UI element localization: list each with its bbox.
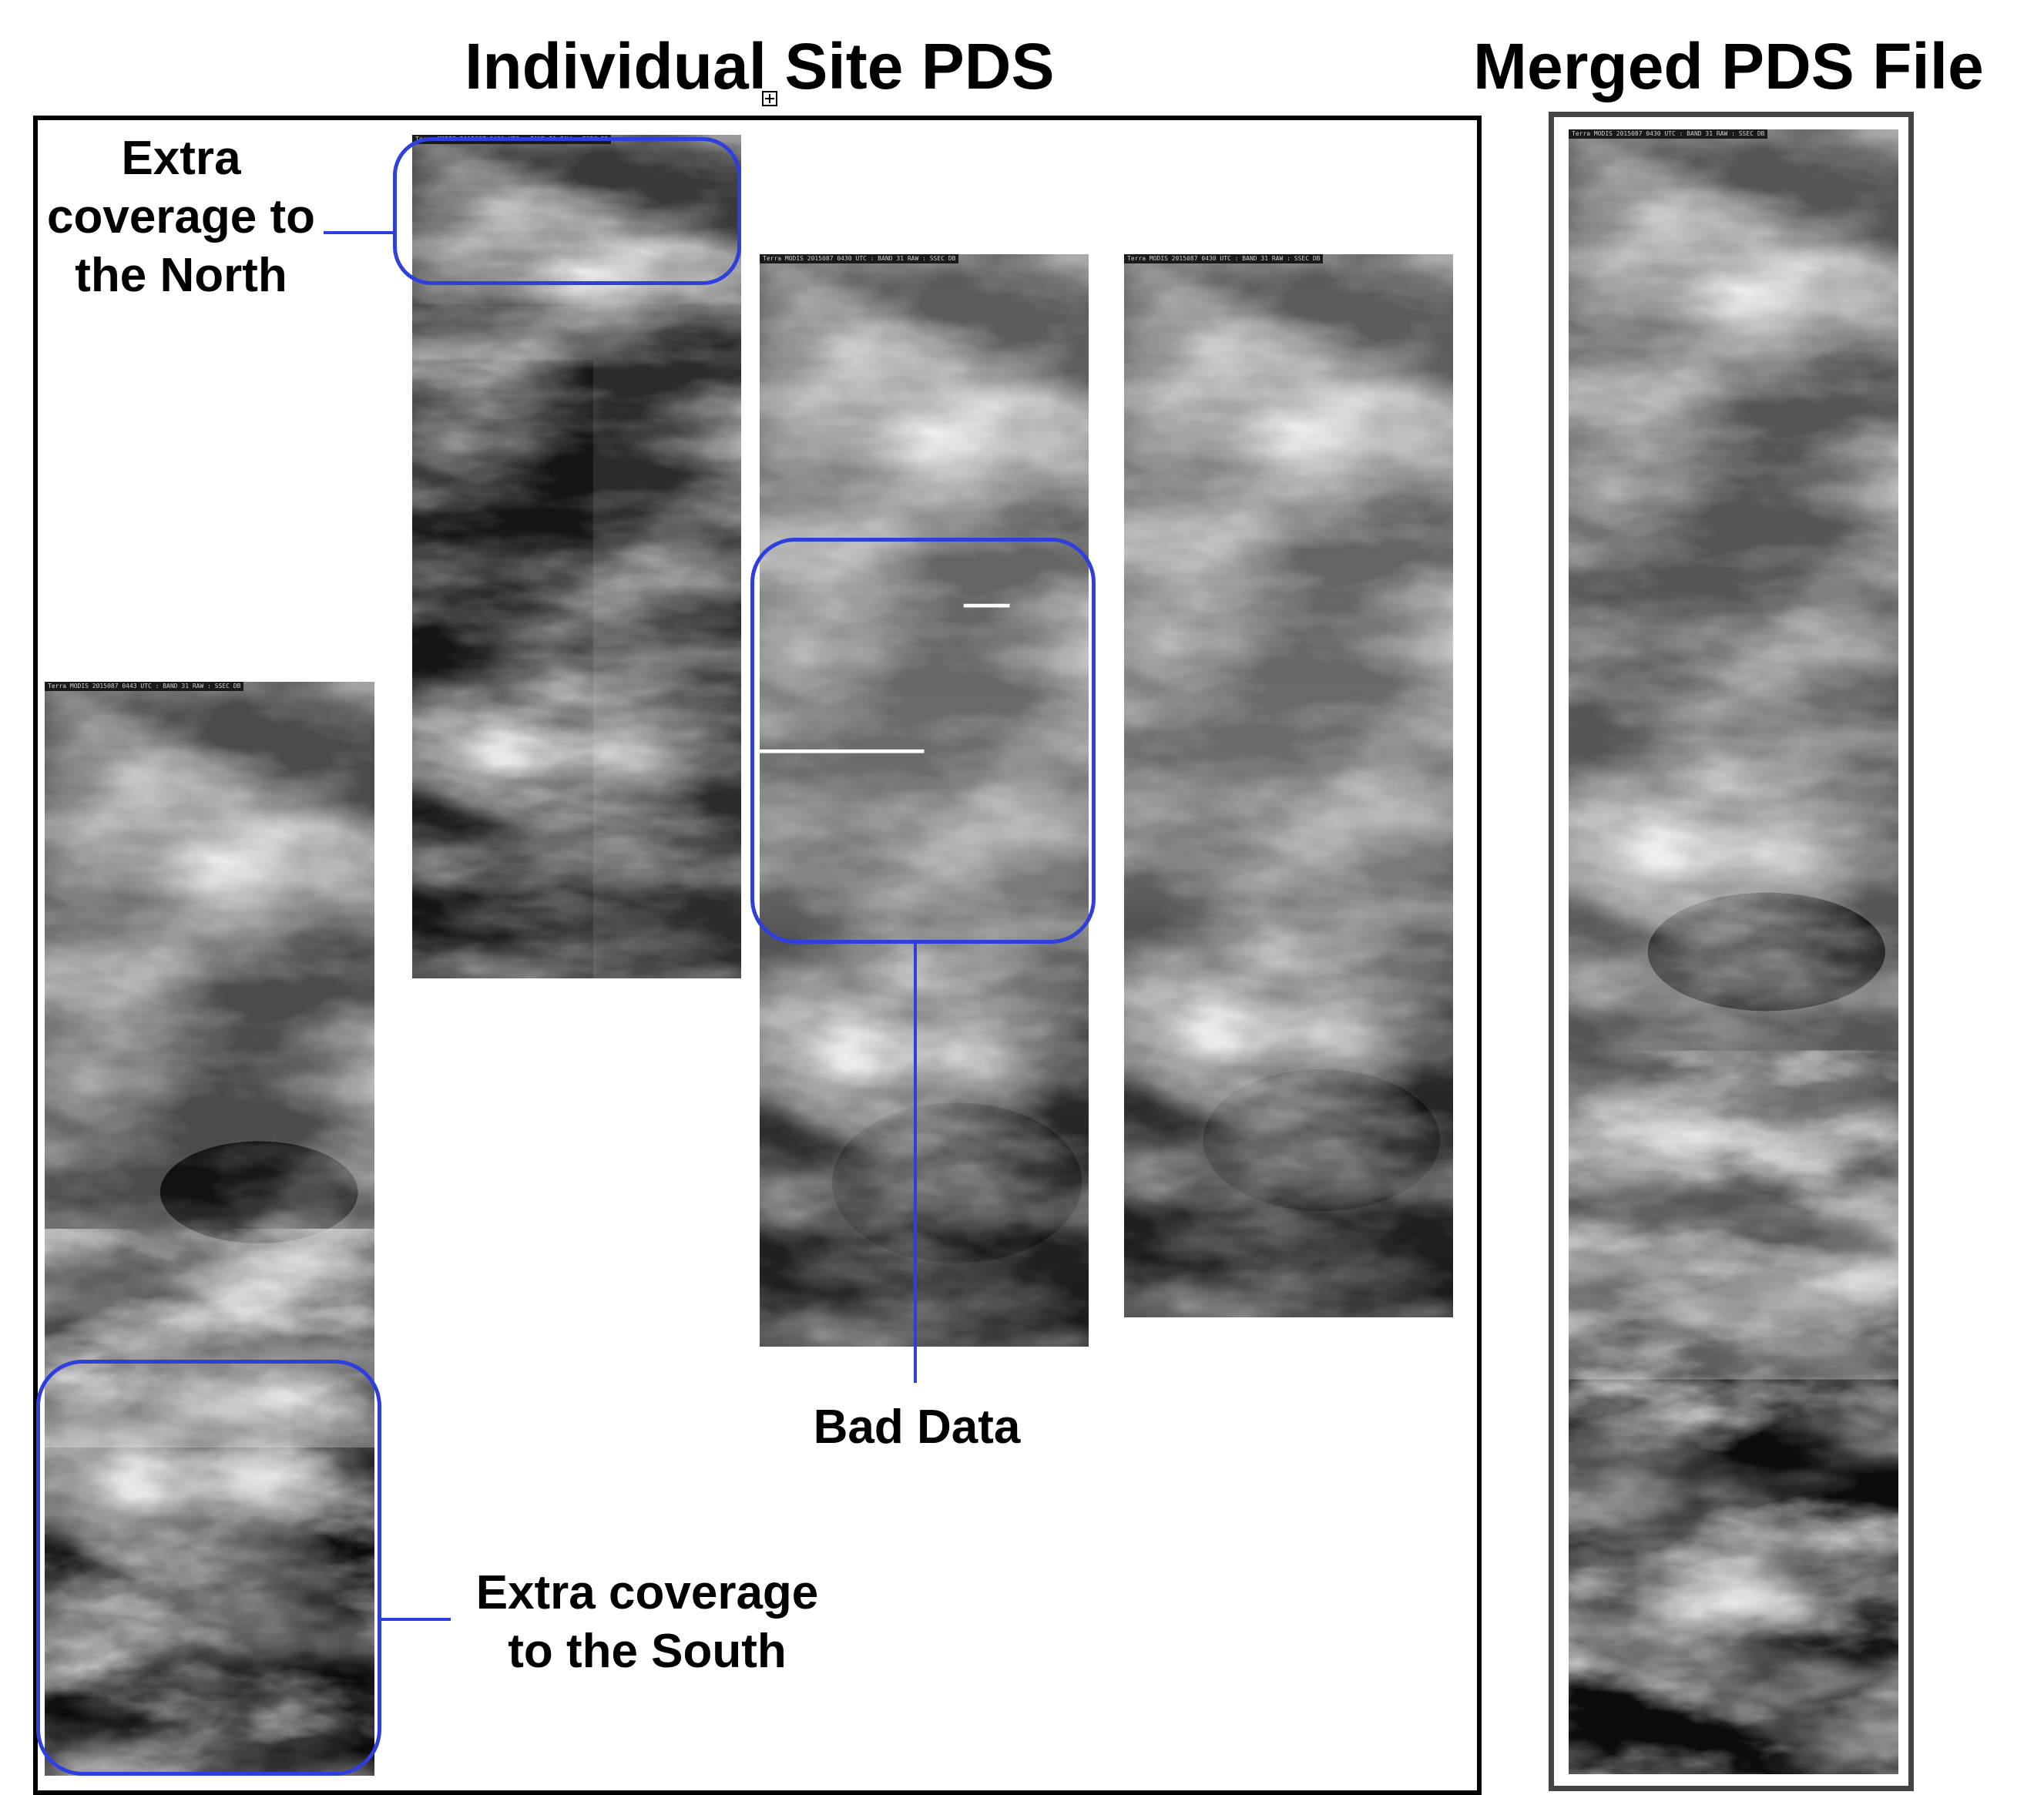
strip-header: Terra MODIS 2015087 0443 UTC : BAND 31 R… (45, 682, 244, 691)
move-handle-icon[interactable] (762, 91, 777, 106)
north-label-line: the North (75, 249, 287, 302)
individual-site-title: Individual Site PDS (465, 30, 1055, 102)
satellite-strip-north: Terra MODIS 2015087 0430 UTC : BAND 31 R… (412, 135, 741, 978)
satellite-strip-south: Terra MODIS 2015087 0443 UTC : BAND 31 R… (45, 682, 374, 1776)
south-label-line: Extra coverage (475, 1566, 819, 1619)
bad-data-highlight (750, 538, 1096, 944)
satellite-strip-bad-data: Terra MODIS 2015087 0430 UTC : BAND 31 R… (760, 254, 1089, 1347)
north-label-line: Extra (121, 132, 241, 185)
north-coverage-highlight (393, 137, 741, 285)
bad-data-leader-line (914, 944, 917, 1383)
satellite-strip-merged: Terra MODIS 2015087 0430 UTC : BAND 31 R… (1569, 129, 1898, 1774)
south-coverage-label: Extra coverage to the South (455, 1564, 840, 1681)
north-label-line: coverage to (46, 190, 316, 243)
north-leader-line (324, 231, 394, 234)
bad-data-label: Bad Data (813, 1401, 1021, 1454)
south-coverage-highlight (36, 1360, 381, 1776)
south-leader-line (378, 1618, 451, 1621)
satellite-strip-full: Terra MODIS 2015087 0430 UTC : BAND 31 R… (1124, 254, 1453, 1317)
north-coverage-label: Extra coverage to the North (35, 129, 327, 305)
merged-file-title: Merged PDS File (1473, 30, 1984, 102)
strip-header: Terra MODIS 2015087 0430 UTC : BAND 31 R… (1569, 129, 1768, 139)
south-label-line: to the South (508, 1625, 787, 1678)
strip-header: Terra MODIS 2015087 0430 UTC : BAND 31 R… (1124, 254, 1324, 263)
strip-header: Terra MODIS 2015087 0430 UTC : BAND 31 R… (760, 254, 959, 263)
